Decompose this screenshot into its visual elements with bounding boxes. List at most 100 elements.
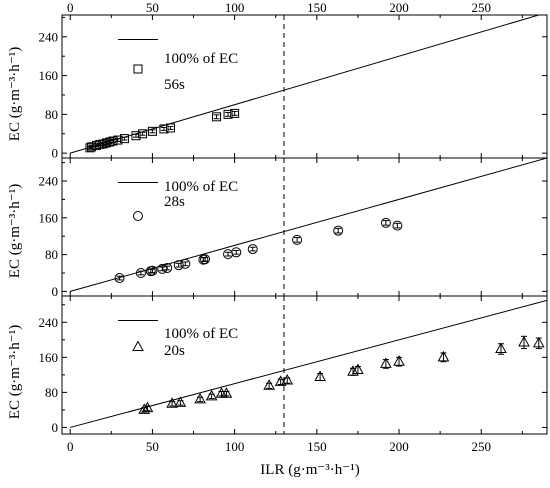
panel-2-point bbox=[147, 265, 158, 276]
panel-1-point bbox=[101, 138, 111, 148]
panel-2-circle-marker bbox=[162, 262, 173, 273]
panel-3-point bbox=[495, 342, 507, 355]
panel-1-point bbox=[147, 126, 157, 136]
panel-3-point bbox=[437, 350, 450, 363]
panel-3-point bbox=[532, 336, 545, 350]
x-tick-label-bottom: 250 bbox=[471, 439, 491, 454]
panel-3-triangle-marker bbox=[174, 396, 187, 407]
panel-3-triangle-marker bbox=[141, 401, 154, 413]
panel-1-square-marker bbox=[223, 109, 233, 119]
y-axis-title-panel-1: EC (g·m⁻³·h⁻¹) bbox=[7, 47, 23, 141]
panel-2-point bbox=[223, 249, 234, 260]
panel-1-point bbox=[138, 129, 148, 139]
panel-3-point bbox=[263, 379, 276, 390]
panel-2-legend-marker bbox=[133, 211, 143, 221]
panel-frames bbox=[61, 14, 548, 435]
panel-2-ytick-label: 0 bbox=[52, 284, 59, 299]
panel-3-point bbox=[347, 365, 359, 376]
x-tick-label-bottom: 200 bbox=[389, 439, 409, 454]
x-axis-title: ILR (g·m⁻³·h⁻¹) bbox=[260, 462, 359, 478]
panel-3-triangle-marker bbox=[274, 375, 287, 386]
panel-2-legend-series-label: 28s bbox=[164, 194, 185, 210]
panel-1-legend-series-label: 56s bbox=[164, 77, 185, 93]
panel-3-triangle-marker bbox=[380, 357, 392, 368]
x-tick-label-top: 200 bbox=[389, 0, 409, 15]
x-tick-label-bottom: 100 bbox=[225, 439, 245, 454]
panel-3-triangle-marker bbox=[205, 389, 218, 401]
panel-1-point bbox=[119, 134, 129, 144]
panel-2-circle-marker bbox=[114, 273, 125, 284]
panel-3-point bbox=[393, 355, 405, 367]
panel-2-point bbox=[292, 234, 303, 245]
axis-titles: ILR (g·m⁻³·h⁻¹) EC (g·m⁻³·h⁻¹) EC (g·m⁻³… bbox=[7, 47, 360, 478]
panel-3-legend-marker bbox=[132, 340, 144, 351]
panel-2-point bbox=[392, 220, 403, 231]
panel-3-point bbox=[281, 374, 294, 385]
panel-2-point bbox=[162, 262, 173, 273]
panel-3-point bbox=[174, 396, 187, 407]
x-tick-label-top: 100 bbox=[225, 0, 245, 15]
panel-3-ytick-label: 0 bbox=[52, 420, 59, 435]
panel-1-legend-marker bbox=[133, 64, 143, 74]
panel-2-point bbox=[231, 247, 242, 258]
panel-3-triangle-marker bbox=[437, 350, 450, 362]
panel-2-circle-marker bbox=[380, 217, 391, 228]
panel-2-circle-marker bbox=[292, 234, 303, 245]
panel-2-point bbox=[333, 225, 344, 236]
panel-3-triangle-marker bbox=[281, 374, 294, 385]
panel-3-triangle-marker bbox=[314, 370, 326, 382]
panel-3-point bbox=[194, 392, 206, 404]
panel-3-ytick-label: 80 bbox=[45, 385, 58, 400]
panel-3-point bbox=[352, 363, 364, 375]
panel-2-point bbox=[114, 273, 125, 284]
panel-3-triangle-marker bbox=[138, 403, 151, 414]
panel-2-legend-line-label: 100% of EC bbox=[164, 179, 238, 195]
panel-3-triangle-marker bbox=[347, 365, 359, 376]
panel-1-point bbox=[230, 108, 240, 118]
panel-1-point bbox=[212, 112, 222, 122]
panel-3-triangle-marker bbox=[495, 342, 507, 354]
panel-1-ytick-label: 0 bbox=[52, 146, 59, 161]
panel-3-point bbox=[314, 370, 326, 382]
panel-3-point bbox=[380, 357, 392, 369]
panel-2-point bbox=[200, 254, 211, 265]
panel-2-circle-marker bbox=[135, 268, 146, 278]
panel-3-triangle-marker bbox=[166, 397, 179, 408]
x-tick-label-bottom: 0 bbox=[67, 439, 74, 454]
x-tick-label-bottom: 50 bbox=[146, 439, 159, 454]
panel-3-point bbox=[205, 389, 218, 401]
panel-1-square-marker bbox=[119, 134, 129, 144]
panel-3-point bbox=[166, 397, 179, 408]
panel-2-ytick-label: 80 bbox=[45, 247, 58, 262]
data-marks bbox=[85, 108, 545, 414]
panel-1-legend-line-label: 100% of EC bbox=[164, 51, 238, 67]
panel-2-point bbox=[173, 260, 184, 271]
panel-3-ytick-label: 240 bbox=[39, 315, 59, 330]
panel-3-point bbox=[518, 335, 530, 350]
panel-1-ytick-label: 80 bbox=[45, 107, 58, 122]
panel-3-triangle-marker bbox=[352, 363, 364, 375]
panel-3-frame bbox=[61, 295, 548, 435]
panel-1-frame bbox=[61, 14, 548, 159]
x-tick-label-bottom: 150 bbox=[307, 439, 327, 454]
axes: 0 80 160 240 0 80 160 240 0 80 160 240 0 50 100 150 200 2… bbox=[39, 0, 547, 454]
reference-lines bbox=[70, 15, 547, 434]
y-axis-title-panel-3: EC (g·m⁻³·h⁻¹) bbox=[7, 325, 23, 419]
panel-1-square-marker bbox=[166, 123, 176, 133]
panel-2-circle-marker bbox=[180, 258, 191, 269]
panel-3-point bbox=[141, 401, 154, 413]
panel-2-circle-marker bbox=[333, 225, 344, 236]
panel-2-ytick-label: 240 bbox=[39, 174, 59, 189]
panel-1-square-marker bbox=[230, 108, 240, 118]
panel-1-point bbox=[223, 109, 233, 119]
panel-1-square-marker bbox=[138, 129, 148, 139]
y-axis-title-panel-2: EC (g·m⁻³·h⁻¹) bbox=[7, 184, 23, 278]
panel-2-circle-marker bbox=[147, 265, 158, 276]
x-tick-label-top: 0 bbox=[67, 0, 74, 15]
panel-3-triangle-marker bbox=[263, 379, 276, 390]
panel-1-point bbox=[166, 123, 176, 133]
panel-1-point bbox=[108, 136, 118, 146]
panel-1-ytick-label: 240 bbox=[39, 29, 59, 44]
